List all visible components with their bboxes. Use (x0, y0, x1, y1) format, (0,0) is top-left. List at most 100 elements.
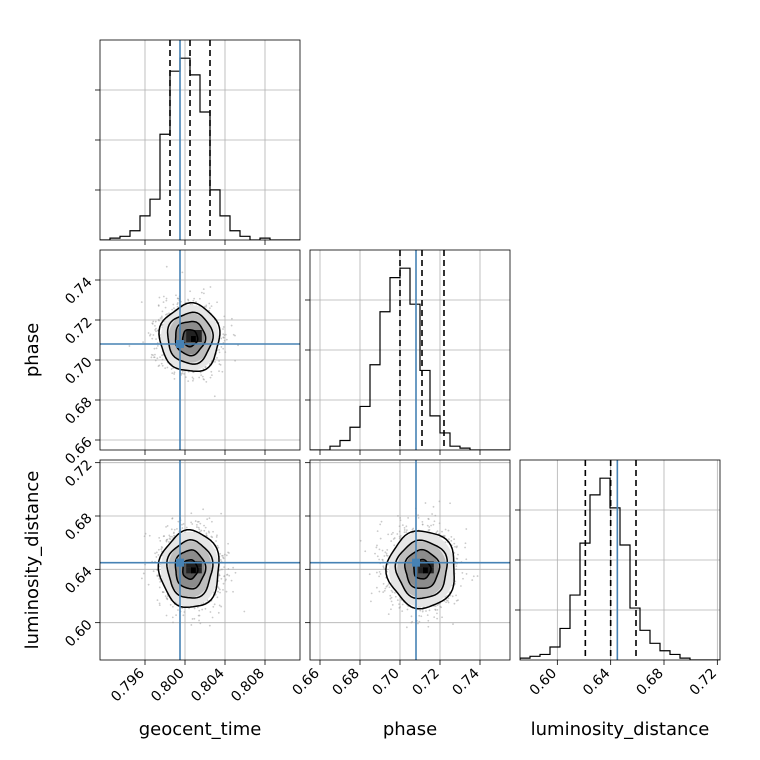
contour-level-2 (174, 549, 207, 590)
scatter-point (381, 559, 384, 562)
scatter-point (376, 555, 379, 558)
scatter-point (195, 523, 198, 526)
scatter-point (221, 370, 224, 373)
scatter-point (212, 591, 215, 594)
scatter-point (159, 356, 161, 359)
scatter-point (166, 597, 169, 600)
scatter-point (436, 608, 439, 611)
scatter-point (382, 591, 385, 593)
scatter-point (436, 617, 439, 620)
contour-level-2 (174, 320, 207, 357)
scatter-point (380, 520, 383, 523)
scatter-point (183, 373, 185, 375)
scatter-point (398, 603, 400, 606)
scatter-point (154, 320, 157, 323)
scatter-point (176, 305, 179, 308)
scatter-point (428, 528, 431, 531)
scatter-point (389, 597, 392, 600)
scatter-point (162, 301, 165, 304)
density-core (418, 567, 425, 574)
scatter-point (158, 602, 161, 605)
scatter-point (403, 526, 406, 529)
scatter-point (200, 374, 203, 377)
density-core (191, 567, 197, 574)
density-core (191, 330, 197, 336)
scatter-point (405, 531, 408, 533)
scatter-point (455, 594, 457, 597)
x-tick-label: 0.804 (188, 665, 228, 705)
scatter-point (194, 520, 197, 522)
density-core (186, 567, 193, 574)
scatter-point (198, 609, 201, 612)
scatter-point (196, 520, 199, 523)
scatter-point (368, 573, 371, 576)
scatter-point (217, 590, 219, 593)
scatter-point (165, 538, 168, 541)
scatter-point (455, 546, 458, 549)
scatter-point (161, 310, 164, 313)
scatter-point (175, 614, 177, 617)
scatter-point (385, 552, 388, 555)
scatter-point (389, 594, 392, 597)
scatter-point (156, 599, 159, 602)
scatter-inner (100, 460, 300, 660)
y-tick-label: 0.68 (62, 394, 95, 427)
contour-level-1 (181, 328, 199, 348)
y-axis-label-phase: phase (22, 323, 43, 377)
scatter-point (390, 608, 392, 611)
scatter-point (223, 339, 226, 342)
scatter-point (364, 550, 367, 553)
scatter-point (171, 517, 174, 520)
scatter-point (157, 554, 160, 556)
scatter-point (434, 605, 437, 608)
scatter-point (225, 578, 227, 581)
scatter-point (374, 552, 376, 555)
scatter-point (185, 526, 188, 529)
scatter-point (407, 517, 410, 519)
scatter-point (376, 530, 379, 533)
scatter-point (476, 575, 479, 577)
scatter-point (427, 518, 430, 521)
scatter-point (392, 538, 395, 540)
scatter-point (209, 286, 212, 288)
scatter-point (387, 613, 390, 615)
scatter-point (181, 523, 183, 526)
scatter-point (166, 366, 169, 369)
scatter-point (430, 524, 432, 527)
scatter-point (161, 354, 163, 357)
scatter-point (219, 558, 222, 561)
scatter-point (208, 624, 211, 627)
scatter-point (170, 368, 173, 370)
scatter-point (168, 537, 171, 540)
scatter-point (160, 362, 163, 365)
scatter-point (225, 338, 228, 341)
scatter-point (359, 539, 362, 542)
scatter-point (399, 517, 402, 519)
scatter-point (218, 370, 220, 372)
scatter-point (453, 602, 456, 605)
panel-frame (99, 249, 301, 451)
scatter-point (405, 525, 408, 528)
scatter-point (158, 565, 161, 568)
scatter-point (461, 572, 464, 574)
scatter-point (212, 530, 214, 533)
scatter-point (198, 376, 201, 379)
x-tick-label: 0.74 (449, 665, 482, 698)
scatter-point (453, 538, 456, 541)
scatter-point (150, 356, 153, 359)
scatter-point (154, 324, 156, 327)
truth-marker (412, 558, 420, 567)
scatter-point (243, 610, 246, 613)
scatter-point (156, 344, 159, 347)
scatter-point (159, 317, 162, 320)
x-axis-label-luminosity_distance: luminosity_distance (531, 719, 710, 740)
scatter-point (204, 607, 207, 610)
scatter-point (200, 291, 203, 294)
x-tick-label: 0.66 (289, 665, 322, 698)
scatter-point (223, 315, 226, 318)
scatter-point (447, 538, 450, 541)
scatter-point (151, 337, 154, 340)
scatter-point (205, 532, 208, 535)
scatter-point (208, 517, 211, 520)
scatter-point (143, 535, 146, 538)
